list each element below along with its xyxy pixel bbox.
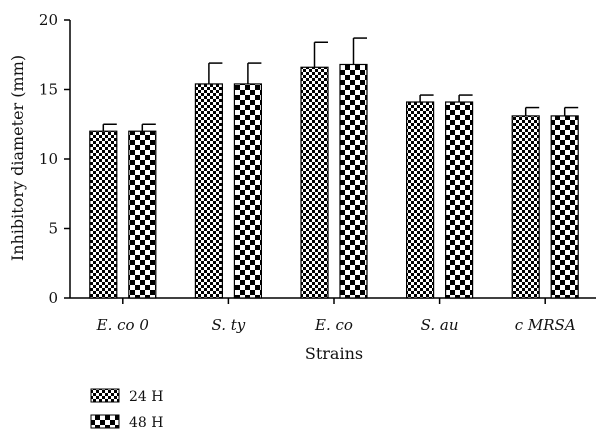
legend-swatch-48h [90, 414, 120, 429]
x-tick-label: S. ty [212, 316, 246, 334]
bar [445, 101, 474, 299]
bar [194, 83, 223, 299]
bar [339, 63, 368, 299]
y-tick-label: 15 [39, 81, 58, 99]
bar [89, 130, 118, 299]
legend-swatch-24h [90, 388, 120, 403]
y-tick-label: 10 [39, 150, 58, 168]
bar [550, 115, 579, 299]
bar [128, 130, 157, 299]
y-tick-label: 20 [39, 11, 58, 29]
legend: 24 H 48 H [90, 388, 163, 431]
plot-area: 0 5 10 15 20 E. co 0 S. ty E. co S. au c MRSA [39, 11, 596, 334]
x-tick-label: E. co 0 [96, 316, 150, 334]
x-tick-label: c MRSA [515, 316, 576, 334]
y-tick-label: 5 [48, 220, 58, 238]
y-axis-title: Inhibitory diameter (mm) [8, 55, 27, 261]
legend-label-48h: 48 H [129, 415, 163, 431]
x-axis-title: Strains [305, 344, 363, 363]
legend-label-24h: 24 H [129, 389, 163, 405]
bar [406, 101, 435, 299]
bar [233, 83, 262, 299]
x-tick-label: S. au [421, 316, 459, 334]
bar [511, 115, 540, 299]
x-tick-label: E. co [314, 316, 353, 334]
y-tick-label: 0 [48, 289, 58, 307]
bar [300, 66, 329, 299]
